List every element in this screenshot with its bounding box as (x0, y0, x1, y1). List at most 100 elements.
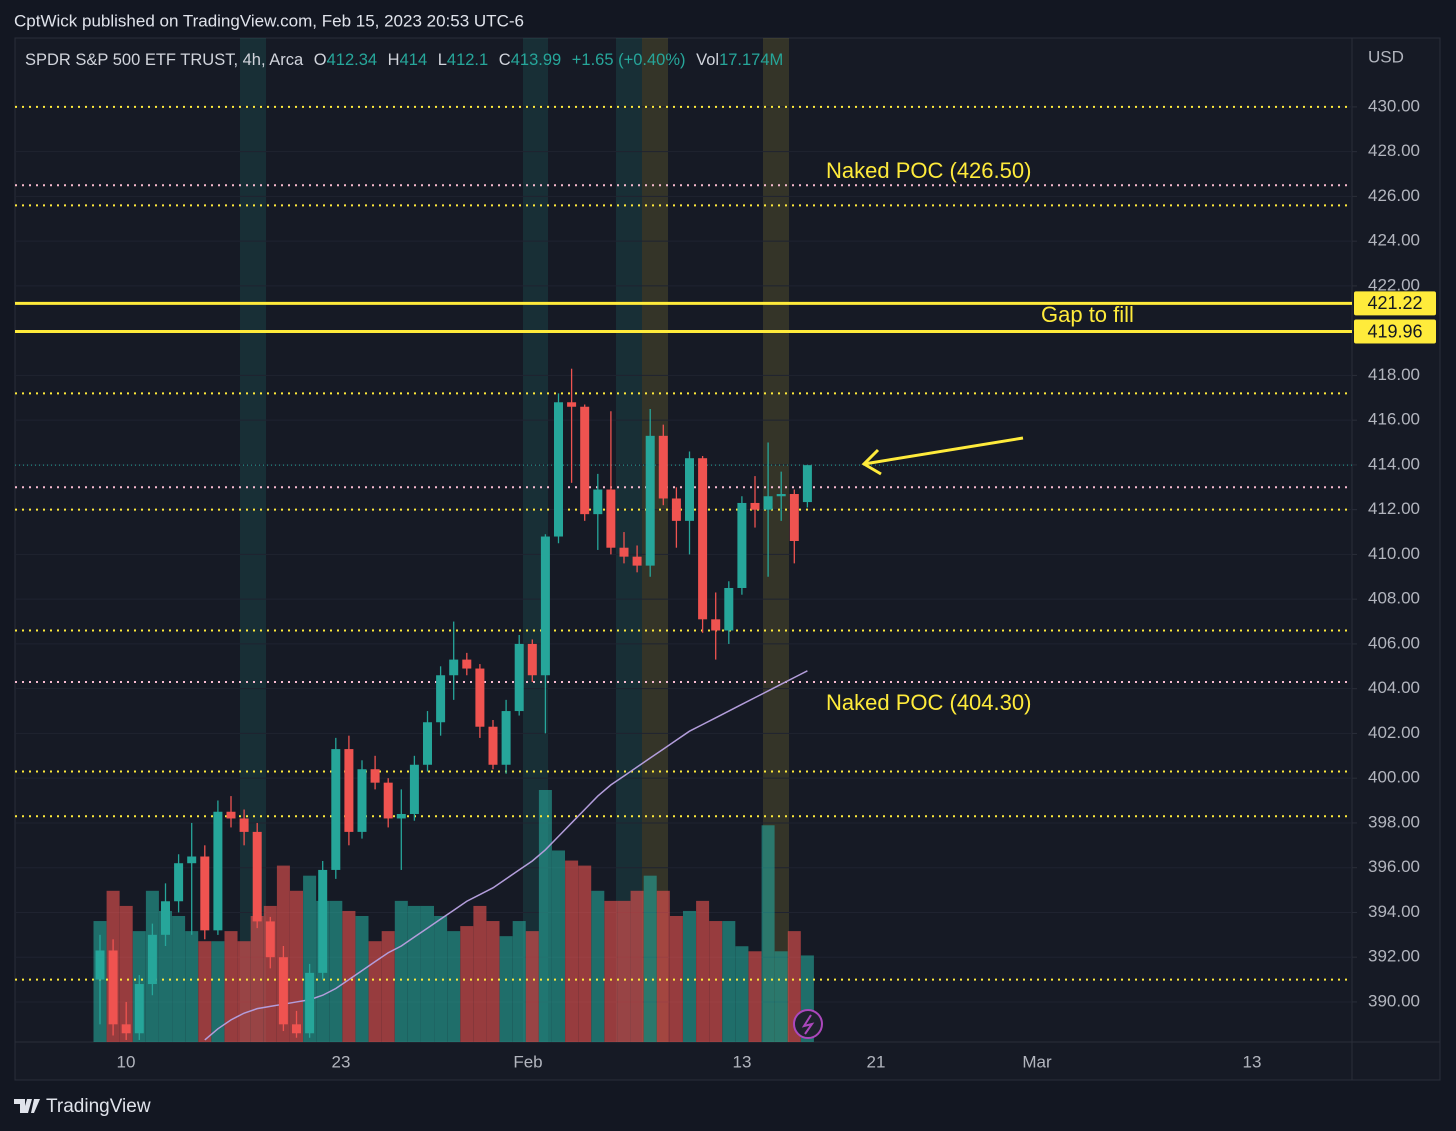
brand-name: TradingView (46, 1096, 151, 1117)
volume-bar (643, 875, 657, 1042)
y-tick-label: 414.00 (1368, 454, 1420, 473)
x-tick-label: 13 (1243, 1052, 1262, 1071)
price-label-box (1354, 319, 1436, 344)
volume-bar (617, 900, 631, 1042)
x-tick-label: 13 (733, 1052, 752, 1071)
arrow (861, 436, 1024, 476)
volume-bar (224, 931, 238, 1042)
high: 414 (400, 51, 428, 69)
volume-bar (368, 941, 382, 1042)
candle-body (331, 749, 341, 870)
legend: SPDR S&P 500 ETF TRUST, 4h, Arca O412.34… (25, 51, 783, 69)
candle-body (776, 494, 786, 497)
y-tick-label: 424.00 (1368, 231, 1420, 250)
candle-body (108, 950, 118, 1025)
annotation: Naked POC (404.30) (826, 690, 1031, 715)
volume-bar (185, 931, 199, 1042)
x-tick-label: 23 (332, 1052, 351, 1071)
flash-icon[interactable] (793, 1009, 823, 1039)
candle-body (619, 547, 629, 557)
candle-body (593, 489, 603, 515)
candle-body (737, 502, 747, 588)
volume-bar (709, 921, 723, 1042)
candle-body (514, 643, 524, 712)
y-tick-label: 422.00 (1368, 275, 1420, 294)
volume-bar (211, 941, 225, 1042)
close: 413.99 (511, 51, 561, 69)
volume-bar (683, 910, 696, 1042)
candle-body (370, 769, 380, 783)
volume-bar (565, 860, 579, 1042)
volume-bar (774, 951, 788, 1042)
volume-bar (460, 926, 474, 1042)
candle-body (423, 722, 432, 765)
y-tick-label: 416.00 (1368, 410, 1420, 429)
candle-body (357, 769, 367, 832)
y-tick-label: 408.00 (1368, 589, 1420, 608)
candle-body (318, 869, 328, 973)
y-tick-label: 412.00 (1368, 499, 1420, 518)
candle-body (462, 659, 472, 669)
candle-body (475, 668, 485, 727)
volume-bar (512, 921, 526, 1042)
candle-body (265, 921, 275, 958)
candle-body (292, 1024, 301, 1034)
volume-bar (159, 910, 172, 1042)
candle-body (187, 856, 197, 864)
y-tick-label: 404.00 (1368, 678, 1420, 697)
candle-body (174, 863, 184, 902)
open: 412.34 (327, 51, 377, 69)
price-label: 421.22 (1367, 293, 1422, 313)
candle-body (658, 435, 668, 499)
candle-body (121, 1024, 131, 1034)
candle-body (488, 726, 498, 765)
volume-bar (290, 890, 303, 1042)
candle-body (200, 856, 210, 931)
volume-bar (394, 900, 408, 1042)
candle-body (685, 458, 694, 521)
candle-body (436, 675, 446, 723)
candle-body (802, 465, 812, 503)
y-tick-label: 398.00 (1368, 812, 1420, 831)
candle-body (567, 402, 577, 407)
y-tick-label: 426.00 (1368, 186, 1420, 205)
y-tick-label: 402.00 (1368, 723, 1420, 742)
open-label: O (314, 51, 327, 69)
y-tick-label: 396.00 (1368, 857, 1420, 876)
time-axis: 10 23 Feb 13 21 Mar 13 (117, 1052, 1262, 1071)
candle-body (344, 749, 354, 832)
candle-body (226, 811, 236, 819)
x-tick-label: 10 (117, 1052, 136, 1071)
annotation: Naked POC (426.50) (826, 158, 1031, 183)
candle-body (540, 536, 550, 676)
volume-bar (381, 931, 395, 1042)
candle-body (580, 406, 590, 515)
price-label: 419.96 (1367, 321, 1422, 341)
volume-bar (669, 916, 683, 1042)
volume-bar (434, 916, 448, 1042)
vol: 17.174M (719, 51, 783, 69)
candle-body (554, 402, 563, 537)
volume-bar (630, 890, 644, 1042)
volume-bar (525, 931, 539, 1042)
y-tick-label: 390.00 (1368, 991, 1420, 1010)
candle-body (698, 458, 708, 620)
candle-body (449, 659, 459, 676)
symbol: SPDR S&P 500 ETF TRUST, 4h, Arca (25, 51, 304, 69)
candle-body (409, 764, 419, 814)
volume-bar (761, 825, 775, 1042)
arrow-head (861, 448, 882, 476)
volume-bar (407, 905, 421, 1042)
candle-body (213, 811, 223, 931)
vol-label: Vol (696, 51, 719, 69)
volume-bar (591, 890, 605, 1042)
volume-bar (447, 931, 461, 1042)
volume-bar (119, 905, 133, 1042)
y-tick-label: 392.00 (1368, 947, 1420, 966)
annotation: Gap to fill (1041, 302, 1134, 327)
volume-bar (735, 946, 749, 1042)
brand: TradingView (14, 1096, 151, 1117)
published-line: CptWick published on TradingView.com, Fe… (14, 11, 524, 30)
